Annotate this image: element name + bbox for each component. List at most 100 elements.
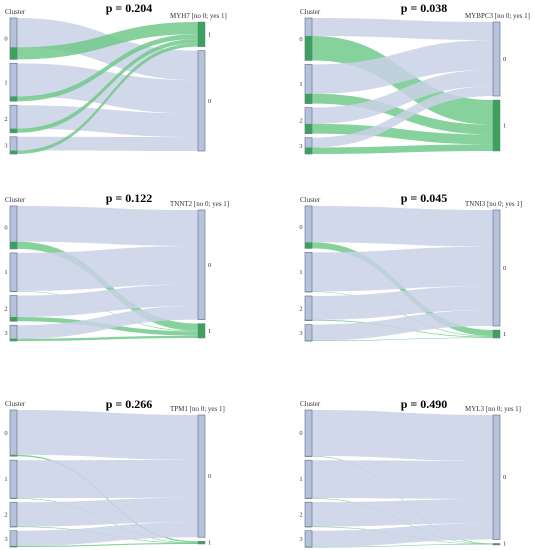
cluster-tick-2: 2: [4, 305, 7, 312]
cluster-node-1: [9, 459, 18, 499]
link-cluster-1-to-no: [17, 459, 198, 499]
link-cluster-2-to-no: [17, 497, 198, 527]
link-cluster-2-to-no: [312, 69, 493, 124]
link-cluster-3-to-yes: [312, 144, 493, 154]
link-cluster-1-to-yes: [17, 34, 198, 102]
target-tick-0: 0: [208, 473, 211, 480]
cluster-0-yes-slice: [10, 47, 17, 60]
link-cluster-1-to-no: [17, 63, 198, 114]
right-axis-label: TPM1 [no 0; yes 1]: [170, 405, 225, 413]
cluster-node-fill: [10, 63, 17, 102]
panel-title: p = 0.122: [106, 191, 153, 205]
sankey-panel-1: 0 1 2 3 0 1 Cluster MYBPC3 [no 0; yes 1] p = 0.0…: [299, 1, 530, 155]
cluster-node-fill: [10, 502, 17, 527]
cluster-tick-1: 1: [4, 476, 7, 483]
cluster-node-fill: [305, 530, 312, 547]
link-cluster-2-to-no: [312, 498, 493, 527]
sankey-panel-2: 0 1 2 3 0 1 Cluster TNNT2 [no 0; yes 1] p = 0.12…: [4, 191, 229, 342]
cluster-node-fill: [305, 460, 312, 499]
cluster-node-2: [304, 107, 313, 135]
target-node-1: [197, 21, 206, 47]
cluster-node-fill: [305, 296, 312, 321]
link-cluster-1-to-no: [312, 460, 493, 499]
panel-title: p = 0.266: [106, 397, 153, 411]
link-cluster-0-to-yes: [17, 454, 198, 543]
right-axis-label: MYH7 [no 0; yes 1]: [170, 12, 227, 20]
target-node-0: [197, 50, 206, 152]
link-cluster-1-to-no: [17, 246, 198, 291]
right-axis-label: TNNT2 [no 0; yes 1]: [170, 200, 229, 208]
link-cluster-2-to-no: [312, 286, 493, 320]
link-cluster-3-to-no: [17, 522, 198, 546]
cluster-node-2: [9, 295, 18, 322]
sankey-links: [17, 206, 198, 341]
link-cluster-3-to-yes: [312, 543, 493, 548]
cluster-node-3: [9, 324, 18, 342]
cluster-1-yes-slice: [305, 93, 312, 104]
cluster-node-fill: [305, 107, 312, 134]
left-axis-label: Cluster: [5, 196, 26, 204]
cluster-1-yes-slice: [10, 96, 17, 102]
cluster-node-0: [9, 205, 18, 250]
link-cluster-0-to-yes: [312, 456, 493, 545]
target-tick-1: 1: [208, 31, 211, 38]
cluster-tick-3: 3: [299, 143, 302, 150]
cluster-node-fill: [10, 295, 17, 322]
target-tick-0: 0: [503, 56, 506, 63]
cluster-tick-1: 1: [299, 81, 302, 88]
target-node-1: [492, 543, 501, 546]
target-node-0: [492, 209, 501, 327]
cluster-tick-2: 2: [299, 511, 302, 518]
link-cluster-0-to-no: [17, 18, 198, 81]
cluster-3-yes-slice: [10, 338, 17, 341]
cluster-node-fill: [305, 64, 312, 104]
link-cluster-3-to-no: [312, 310, 493, 341]
cluster-node-fill: [10, 410, 17, 457]
cluster-node-fill: [305, 137, 312, 154]
target-node-1: [492, 329, 501, 339]
cluster-tick-3: 3: [299, 536, 302, 543]
cluster-3-yes-slice: [10, 150, 17, 154]
link-cluster-0-to-no: [17, 206, 198, 247]
left-axis-label: Cluster: [5, 8, 26, 16]
target-tick-1: 1: [503, 541, 506, 548]
cluster-node-fill: [10, 460, 17, 499]
cluster-node-0: [304, 17, 313, 61]
sankey-links: [17, 18, 198, 154]
target-tick-0: 0: [208, 262, 211, 269]
cluster-3-yes-slice: [305, 147, 312, 154]
target-node-0: [197, 414, 206, 538]
cluster-tick-2: 2: [299, 305, 302, 312]
target-tick-0: 0: [208, 98, 211, 105]
right-axis-label: TNNI3 [no 0; yes 1]: [465, 200, 522, 208]
cluster-tick-3: 3: [4, 536, 7, 543]
cluster-node-1: [304, 64, 313, 104]
cluster-node-fill: [305, 252, 312, 292]
sankey-links: [17, 410, 198, 547]
link-cluster-3-to-yes: [17, 335, 198, 341]
cluster-2-yes-slice: [10, 128, 17, 133]
link-cluster-0-to-no: [312, 410, 493, 462]
target-tick-1: 1: [208, 328, 211, 335]
cluster-tick-3: 3: [4, 142, 7, 149]
cluster-node-1: [9, 252, 18, 292]
sankey-panel-5: 0 1 2 3 0 1 Cluster MYL3 [no 0; yes 1] p = 0.490: [299, 397, 521, 548]
link-cluster-0-to-no: [312, 18, 493, 41]
cluster-node-3: [9, 136, 18, 155]
cluster-node-3: [304, 530, 313, 548]
cluster-tick-0: 0: [4, 224, 7, 231]
cluster-0-yes-slice: [10, 454, 17, 457]
cluster-tick-2: 2: [299, 118, 302, 125]
link-cluster-0-to-yes: [17, 22, 198, 60]
link-cluster-2-to-no: [17, 105, 198, 138]
link-cluster-0-to-no: [312, 206, 493, 247]
sankey-links: [312, 206, 493, 342]
cluster-node-fill: [10, 18, 17, 60]
link-cluster-3-to-no: [17, 306, 198, 339]
target-tick-0: 0: [503, 474, 506, 481]
sankey-panel-3: 0 1 2 3 0 1 Cluster TNNI3 [no 0; yes 1] p = 0.04…: [299, 191, 522, 342]
right-axis-label: MYBPC3 [no 0; yes 1]: [465, 12, 530, 20]
cluster-tick-0: 0: [4, 430, 7, 437]
cluster-node-fill: [305, 324, 312, 341]
